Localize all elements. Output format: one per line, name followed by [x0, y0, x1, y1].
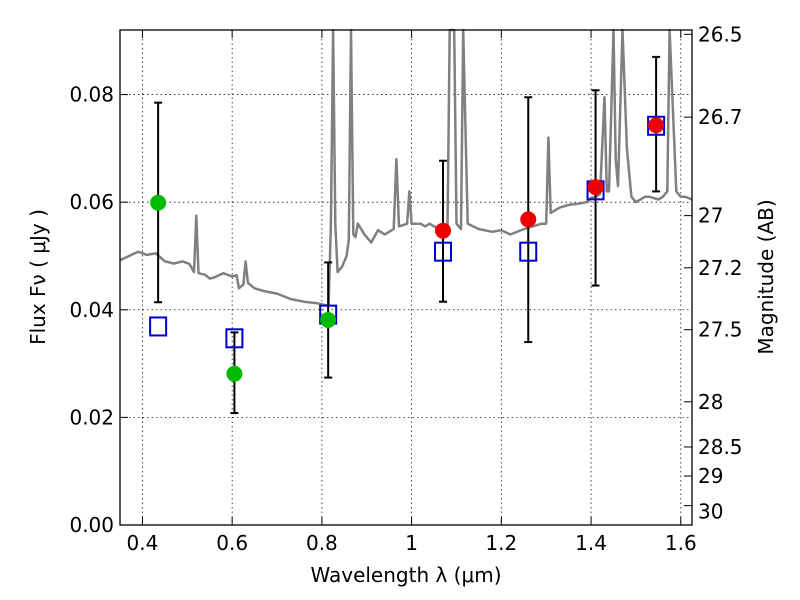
- y-tick-label: 0.00: [69, 513, 114, 537]
- green-data-point: [226, 365, 243, 382]
- model-square-marker: [225, 328, 244, 349]
- model-square-marker: [149, 316, 168, 337]
- y2-axis-title: Magnitude (AB): [754, 199, 778, 354]
- magnitude-tick-label: 26.7: [698, 105, 743, 129]
- green-data-point: [320, 312, 337, 329]
- x-tick-label: 0.6: [216, 531, 248, 555]
- magnitude-tick-label: 27: [698, 204, 723, 228]
- x-axis-title: Wavelength λ (μm): [310, 563, 501, 587]
- model-square-marker: [519, 241, 538, 262]
- magnitude-tick-label: 27.2: [698, 256, 743, 280]
- magnitude-tick-label: 27.5: [698, 318, 743, 342]
- magnitude-tick-label: 29: [698, 464, 723, 488]
- error-bars: [154, 55, 661, 415]
- spectrum-line: [119, 28, 693, 307]
- model-photometry-markers: [149, 115, 666, 349]
- grid-lines: [120, 30, 692, 526]
- y-tick-label: 0.04: [69, 298, 114, 322]
- magnitude-tick-label: 30: [698, 500, 723, 524]
- y-tick-label: 0.06: [69, 190, 114, 214]
- y-axis-title: Flux Fν ( μJy ): [26, 209, 50, 345]
- model-square-marker: [434, 241, 453, 262]
- x-tick-label: 1: [405, 531, 418, 555]
- model-square-marker: [647, 115, 666, 136]
- y-tick-label: 0.08: [69, 83, 114, 107]
- red-data-point: [435, 222, 452, 239]
- green-data-point: [150, 194, 167, 211]
- x-tick-label: 0.4: [127, 531, 159, 555]
- x-tick-label: 0.8: [306, 531, 338, 555]
- magnitude-tick-label: 26.5: [698, 22, 743, 46]
- model-spectrum: [119, 28, 693, 307]
- observed-photometry-markers: [150, 117, 665, 382]
- red-data-point: [520, 211, 537, 228]
- plot-frame: [119, 29, 693, 526]
- tick-labels: 0.4 0.6 0.8 1 1.2 1.4 1.6 0.00 0.02 0.04 0.06 0.08 2…: [69, 22, 742, 555]
- red-data-point: [648, 117, 665, 134]
- x-tick-label: 1.6: [665, 531, 697, 555]
- red-data-point: [587, 179, 604, 196]
- magnitude-tick-label: 28.5: [698, 435, 743, 459]
- x-tick-label: 1.2: [485, 531, 517, 555]
- magnitude-tick-label: 28: [698, 390, 723, 414]
- y-tick-label: 0.02: [69, 405, 114, 429]
- x-tick-label: 1.4: [575, 531, 607, 555]
- plot-border: [119, 29, 693, 526]
